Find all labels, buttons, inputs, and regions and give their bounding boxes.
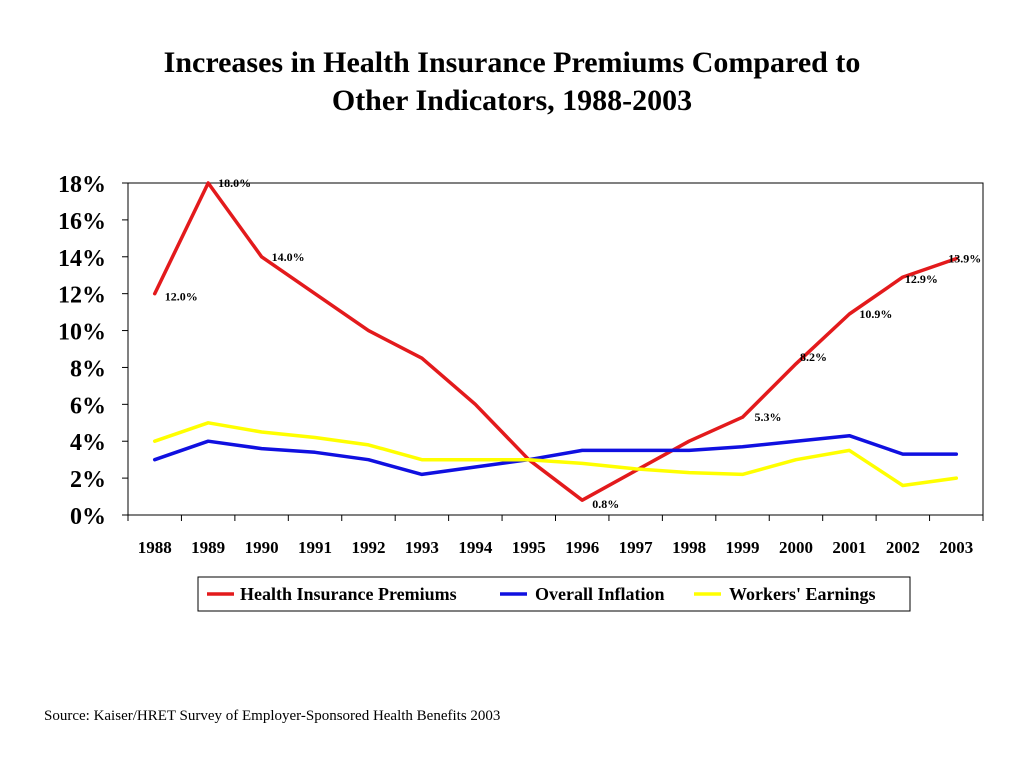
x-tick-label: 1995 bbox=[512, 538, 546, 557]
x-tick-label: 2000 bbox=[779, 538, 813, 557]
x-tick-label: 1992 bbox=[351, 538, 385, 557]
x-tick-label: 1994 bbox=[458, 538, 493, 557]
x-tick-label: 1997 bbox=[619, 538, 654, 557]
data-label: 18.0% bbox=[218, 176, 251, 190]
x-tick-label: 2003 bbox=[939, 538, 973, 557]
data-label: 0.8% bbox=[592, 497, 619, 511]
legend-label-2: Workers' Earnings bbox=[729, 584, 876, 604]
series-line-2 bbox=[152, 421, 959, 488]
y-tick-label: 0% bbox=[70, 504, 106, 530]
data-label: 12.9% bbox=[905, 272, 938, 286]
y-tick-label: 18% bbox=[58, 172, 106, 198]
x-tick-label: 1998 bbox=[672, 538, 706, 557]
data-label: 13.9% bbox=[948, 252, 981, 266]
y-tick-label: 12% bbox=[58, 283, 106, 309]
x-tick-label: 2002 bbox=[886, 538, 920, 557]
data-label: 5.3% bbox=[755, 410, 782, 424]
legend-box bbox=[197, 576, 911, 612]
x-tick-label: 1999 bbox=[726, 538, 760, 557]
series-line-1 bbox=[152, 433, 959, 477]
legend-label-1: Overall Inflation bbox=[535, 584, 665, 604]
data-label: 14.0% bbox=[272, 250, 305, 264]
y-tick-label: 8% bbox=[70, 356, 106, 382]
chart-title: Increases in Health Insurance Premiums C… bbox=[0, 44, 1024, 120]
y-tick-label: 6% bbox=[70, 393, 106, 419]
plot-area bbox=[127, 182, 984, 516]
y-tick-label: 14% bbox=[58, 246, 106, 272]
y-tick-label: 4% bbox=[70, 430, 106, 456]
x-tick-label: 1991 bbox=[298, 538, 332, 557]
data-label: 10.9% bbox=[859, 307, 892, 321]
y-tick-label: 16% bbox=[58, 209, 106, 235]
chart-title-line-2: Other Indicators, 1988-2003 bbox=[331, 84, 693, 117]
source-note: Source: Kaiser/HRET Survey of Employer-S… bbox=[44, 708, 501, 724]
data-label: 12.0% bbox=[165, 290, 198, 304]
y-tick-label: 10% bbox=[58, 320, 106, 346]
chart-title-line-1: Increases in Health Insurance Premiums C… bbox=[163, 46, 861, 79]
legend-label-0: Health Insurance Premiums bbox=[240, 584, 457, 604]
x-tick-label: 1996 bbox=[565, 538, 599, 557]
x-tick-label: 1989 bbox=[191, 538, 225, 557]
x-tick-label: 1990 bbox=[245, 538, 279, 557]
x-tick-label: 1988 bbox=[138, 538, 172, 557]
x-tick-label: 2001 bbox=[832, 538, 866, 557]
data-label: 8.2% bbox=[800, 350, 827, 364]
y-tick-label: 2% bbox=[70, 467, 106, 493]
x-tick-label: 1993 bbox=[405, 538, 439, 557]
